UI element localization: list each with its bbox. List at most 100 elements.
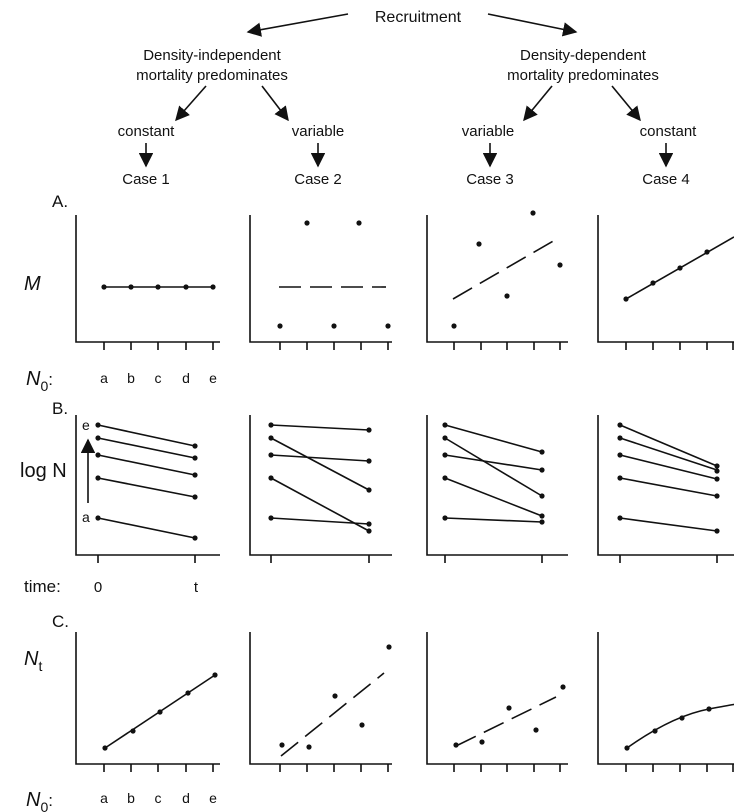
cohort-line	[270, 437, 370, 491]
data-point	[366, 458, 372, 464]
data-point	[617, 422, 623, 428]
data-point	[95, 515, 101, 521]
cohort-line	[97, 437, 196, 459]
axes-row-b	[75, 415, 734, 556]
cohort-line	[97, 454, 196, 476]
data-point	[714, 528, 720, 534]
trend-dashed-line	[280, 672, 385, 757]
arrow-to-regime-2	[261, 85, 289, 122]
data-point	[714, 468, 720, 474]
axes-row-a	[75, 215, 734, 343]
data-point	[714, 463, 720, 469]
ylabel-nt: Nt	[24, 648, 42, 674]
recruitment-title: Recruitment	[375, 9, 462, 26]
axis-b3	[426, 415, 568, 556]
data-point	[366, 427, 372, 433]
data-point	[442, 515, 448, 521]
data-point	[479, 739, 485, 745]
data-point	[192, 494, 198, 500]
ylabel-nt-sub: t	[38, 658, 42, 674]
panel-b1: e a	[80, 417, 198, 541]
time-label: time:	[24, 577, 61, 596]
x-tick-label: a	[100, 370, 108, 386]
case-label-4: Case 4	[642, 171, 690, 188]
data-point	[95, 452, 101, 458]
data-point	[442, 422, 448, 428]
cohort-line	[97, 424, 196, 447]
data-point	[560, 684, 566, 690]
panel-a3	[451, 210, 563, 329]
data-point	[539, 493, 545, 499]
cohort-line	[444, 424, 543, 453]
cohort-line	[619, 437, 718, 471]
cohort-line	[270, 477, 370, 532]
data-point	[95, 422, 101, 428]
data-point	[386, 644, 392, 650]
axis-c2	[249, 632, 392, 765]
regime-label-1: constant	[118, 123, 176, 140]
data-point	[617, 515, 623, 521]
cohort-label-bottom: a	[82, 509, 90, 525]
data-point	[128, 284, 134, 290]
data-point	[268, 435, 274, 441]
data-point	[530, 210, 536, 216]
data-point	[192, 443, 198, 449]
data-point	[504, 293, 510, 299]
cohort-line	[270, 454, 370, 462]
data-point	[95, 475, 101, 481]
data-point	[331, 323, 337, 329]
cohort-line	[444, 517, 543, 523]
data-point	[279, 742, 285, 748]
density-dependent-label-2: mortality predominates	[507, 67, 659, 84]
data-point	[442, 435, 448, 441]
saturating-curve	[626, 703, 734, 749]
panel-a1	[101, 284, 216, 290]
axis-a1	[75, 215, 220, 343]
ylabel-nt-main: N	[24, 648, 39, 670]
x-tick-label: e	[209, 370, 217, 386]
data-point	[366, 521, 372, 527]
data-point	[192, 535, 198, 541]
axis-c1	[75, 632, 220, 765]
data-point	[277, 323, 283, 329]
data-point	[366, 528, 372, 534]
data-point	[453, 742, 459, 748]
panel-b2	[268, 422, 372, 534]
x-label-n0-bottom: N0:	[26, 789, 53, 812]
panel-b4	[617, 422, 720, 534]
x-label-n0-top-sub: 0	[40, 378, 48, 394]
ticks-row-b	[97, 555, 718, 563]
x-tick-label: b	[127, 790, 135, 806]
row-letter-a: A.	[52, 192, 68, 211]
cohort-line	[97, 517, 196, 539]
data-point	[617, 452, 623, 458]
axis-c3	[426, 632, 568, 765]
ylabel-log-n: log N	[20, 460, 67, 482]
data-point	[102, 745, 108, 751]
data-point	[155, 284, 161, 290]
panel-a4	[623, 236, 734, 302]
data-point	[624, 745, 630, 751]
data-point	[157, 709, 163, 715]
ylabel-m: M	[24, 273, 41, 295]
x-tick-label: d	[182, 790, 190, 806]
data-point	[476, 241, 482, 247]
trend-dashed-line	[455, 696, 557, 747]
data-point	[385, 323, 391, 329]
data-point	[677, 265, 683, 271]
data-point	[506, 705, 512, 711]
axis-a4	[597, 215, 734, 343]
arrow-to-density-independent	[246, 13, 349, 37]
ticks-row-c	[103, 764, 734, 772]
arrow-to-regime-1	[175, 85, 207, 122]
panel-c1	[102, 672, 218, 751]
data-point	[359, 722, 365, 728]
data-point	[304, 220, 310, 226]
data-point	[714, 476, 720, 482]
x-label-n0-top-main: N	[26, 368, 41, 390]
data-point	[268, 422, 274, 428]
x-tick-label: e	[209, 790, 217, 806]
x-tick-labels-top: a b c d e	[100, 370, 217, 386]
data-point	[366, 487, 372, 493]
regime-label-4: constant	[640, 123, 698, 140]
